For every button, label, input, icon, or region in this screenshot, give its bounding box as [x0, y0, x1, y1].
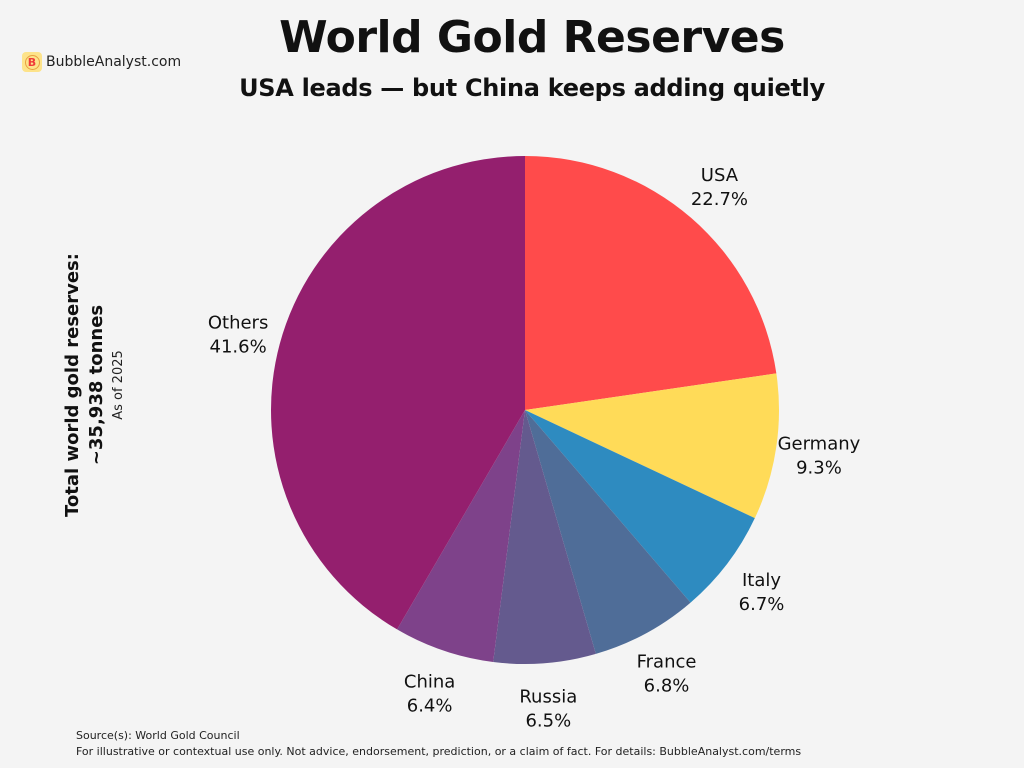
logo-letter: B [24, 54, 40, 70]
slice-value-label: 6.4% [407, 695, 453, 716]
source-text: Source(s): World Gold Council [76, 729, 240, 742]
pie-slice-others [271, 156, 525, 630]
slice-value-label: 6.5% [525, 710, 571, 731]
logo-icon: B [22, 52, 42, 72]
slice-label: USA [701, 165, 739, 186]
slice-value-label: 9.3% [796, 458, 842, 479]
pie-slice-france [525, 410, 691, 654]
slice-label: Russia [519, 686, 577, 707]
slice-value-label: 22.7% [691, 189, 748, 210]
pie-slice-germany [525, 373, 779, 519]
chart-subtitle: USA leads — but China keeps adding quiet… [239, 74, 825, 102]
footer: Source(s): World Gold Council For illust… [76, 728, 801, 760]
brand-logo: B BubbleAnalyst.com [22, 52, 181, 72]
slice-label: China [404, 671, 455, 692]
pie-slice-usa [525, 156, 777, 410]
slice-label: France [637, 651, 697, 672]
pie-slice-russia [493, 410, 596, 664]
disclaimer-text: For illustrative or contextual use only.… [76, 745, 802, 758]
slice-label: Germany [778, 434, 861, 455]
slice-label: Italy [742, 570, 781, 591]
brand-name: BubbleAnalyst.com [46, 54, 182, 70]
slice-value-label: 6.7% [739, 594, 785, 615]
pie-slice-china [397, 410, 525, 662]
chart-title: World Gold Reserves [279, 12, 785, 63]
slice-value-label: 6.8% [644, 675, 690, 696]
pie-slice-italy [525, 410, 755, 603]
slice-label: Others [208, 312, 269, 333]
slice-value-label: 41.6% [210, 336, 267, 357]
